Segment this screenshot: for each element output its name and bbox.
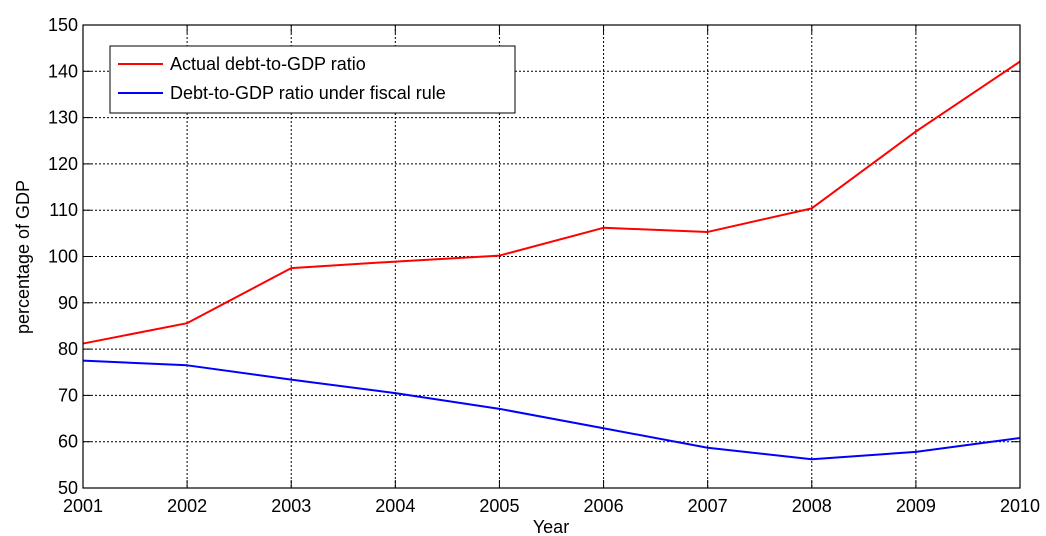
y-tick-label: 120: [48, 154, 78, 174]
y-tick-label: 100: [48, 247, 78, 267]
y-tick-label: 80: [58, 339, 78, 359]
y-tick-label: 90: [58, 293, 78, 313]
legend-box: [109, 45, 516, 114]
legend-entry-fiscal-rule: Debt-to-GDP ratio under fiscal rule: [170, 83, 446, 103]
legend-entry-actual: Actual debt-to-GDP ratio: [170, 54, 366, 74]
series-line-1: [82, 359, 1021, 461]
x-tick-label: 2008: [792, 496, 832, 516]
x-tick-label: 2010: [1000, 496, 1040, 516]
y-tick-label: 110: [49, 200, 78, 220]
y-tick-label: 140: [48, 61, 78, 81]
series-lines: [82, 60, 1021, 461]
y-tick-label: 130: [48, 108, 78, 128]
x-tick-label: 2002: [167, 496, 207, 516]
y-tick-label: 50: [58, 478, 78, 498]
legend: Actual debt-to-GDP ratio Debt-to-GDP rat…: [109, 45, 516, 114]
x-tick-label: 2005: [479, 496, 519, 516]
x-tick-label: 2007: [688, 496, 728, 516]
x-tick-label: 2003: [271, 496, 311, 516]
x-tick-label: 2004: [375, 496, 415, 516]
y-tick-label: 70: [58, 385, 78, 405]
x-tick-label: 2006: [584, 496, 624, 516]
y-tick-label: 60: [58, 432, 78, 452]
axis-ticks: 50 60 70 80 90 100 110 120 130 140 150 2001 2002 2003…: [48, 15, 1040, 516]
x-tick-label: 2001: [63, 496, 103, 516]
y-tick-label: 150: [48, 15, 78, 35]
series-line-0: [82, 60, 1021, 345]
y-axis-label: percentage of GDP: [13, 180, 33, 334]
x-tick-label: 2009: [896, 496, 936, 516]
x-axis-label: Year: [533, 517, 569, 536]
